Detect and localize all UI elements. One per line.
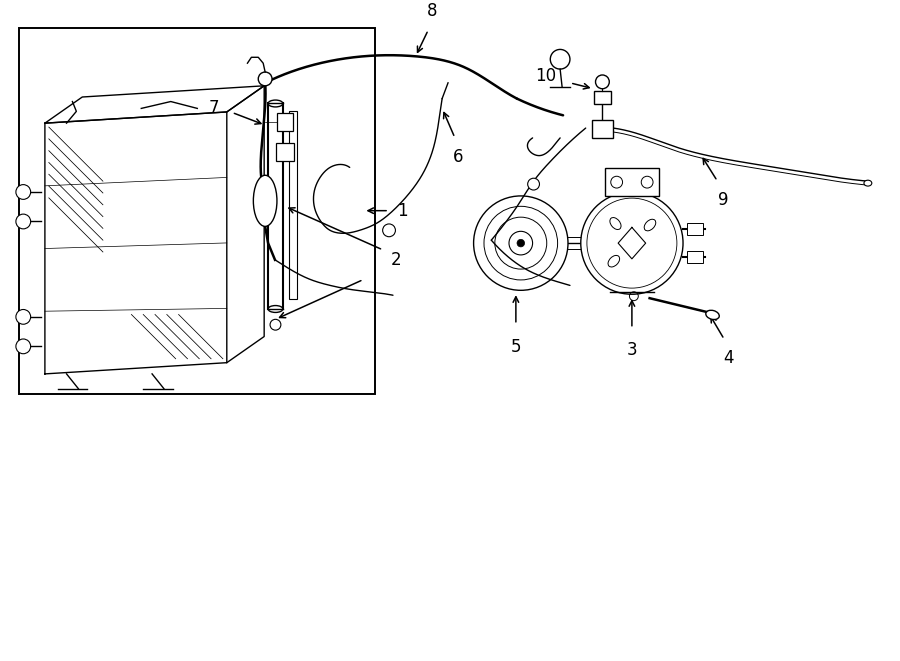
Text: 4: 4 [723, 349, 734, 368]
Text: 8: 8 [428, 2, 437, 20]
Circle shape [16, 214, 31, 229]
Text: 2: 2 [391, 251, 401, 269]
Circle shape [473, 196, 568, 290]
Bar [591, 120, 613, 138]
Circle shape [382, 224, 395, 237]
Bar [19, 28, 375, 393]
Bar [594, 91, 611, 104]
Circle shape [16, 184, 31, 200]
Ellipse shape [706, 310, 719, 319]
Text: 3: 3 [626, 342, 637, 360]
Bar [605, 169, 659, 196]
Circle shape [509, 231, 533, 255]
Circle shape [517, 239, 525, 247]
Bar [687, 251, 703, 263]
Text: 1: 1 [397, 202, 408, 219]
Circle shape [270, 319, 281, 330]
Circle shape [16, 309, 31, 325]
Circle shape [16, 339, 31, 354]
Ellipse shape [253, 175, 277, 227]
Text: 5: 5 [510, 338, 521, 356]
Text: 7: 7 [209, 99, 219, 118]
Circle shape [258, 72, 272, 86]
Ellipse shape [864, 180, 872, 186]
Circle shape [527, 178, 539, 190]
Bar [277, 113, 292, 131]
Circle shape [596, 75, 609, 89]
Circle shape [580, 192, 683, 294]
Circle shape [484, 206, 558, 280]
Bar [687, 223, 703, 235]
Bar [276, 143, 293, 161]
Circle shape [495, 217, 547, 269]
Text: 9: 9 [718, 191, 729, 209]
Text: 6: 6 [453, 148, 464, 166]
Bar [289, 111, 297, 299]
Text: 10: 10 [536, 67, 556, 85]
